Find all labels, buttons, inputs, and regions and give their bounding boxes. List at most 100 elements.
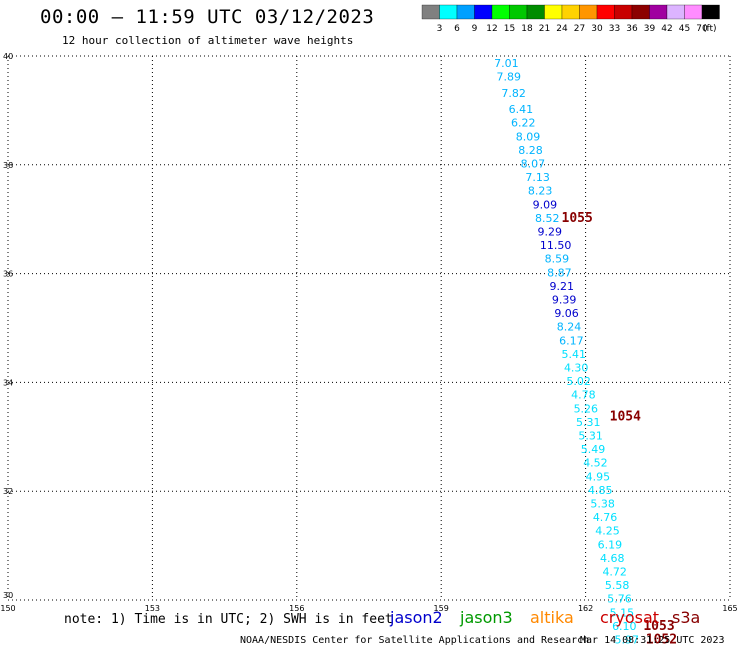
legend-bin-label: 42 — [661, 24, 672, 34]
legend-swatch — [421, 4, 440, 20]
swh-point: 9.29 — [537, 226, 562, 239]
legend-swatch — [684, 4, 703, 20]
time-annotation: 1052 — [646, 633, 677, 648]
legend-bin-label: 15 — [504, 24, 515, 34]
swh-point: 4.76 — [593, 511, 618, 524]
y-tick-label: 34 — [3, 378, 13, 387]
swh-point: 8.52 — [535, 212, 560, 225]
timestamp-text: Mar 14 08:31:25 UTC 2023 — [580, 635, 725, 646]
time-annotation: 1053 — [643, 619, 674, 634]
legend-bin-label: 36 — [626, 24, 638, 34]
axis-ticks: 150 153 156 159 162 165 30 32 34 36 38 40 — [0, 52, 737, 613]
x-tick-label: 162 — [578, 604, 593, 613]
swh-point: 7.01 — [494, 57, 519, 70]
swh-point: 8.24 — [557, 321, 582, 334]
swh-point: 4.25 — [595, 525, 620, 538]
legend-swatch — [614, 4, 633, 20]
y-tick-label: 30 — [3, 591, 13, 600]
legend-swatch — [701, 4, 720, 20]
swh-point: 9.09 — [533, 198, 558, 211]
legend-bin-label: 33 — [609, 24, 620, 34]
legend-bin-label: 18 — [521, 24, 533, 34]
x-tick-label: 156 — [289, 604, 304, 613]
legend-swatch — [544, 4, 563, 20]
legend-bin-label: 30 — [591, 24, 603, 34]
swh-point: 5.02 — [566, 375, 591, 388]
swh-point: 4.95 — [586, 470, 611, 483]
swh-point: 7.82 — [501, 87, 526, 100]
legend-bin-label: 27 — [574, 24, 585, 34]
swh-point: 4.72 — [602, 566, 627, 579]
swh-point: 4.85 — [588, 484, 613, 497]
swh-point: 6.17 — [559, 334, 584, 347]
x-tick-label: 159 — [434, 604, 449, 613]
chart-title: 00:00 – 11:59 UTC 03/12/2023 — [40, 6, 375, 28]
legend-swatch — [561, 4, 580, 20]
swh-point: 6.41 — [509, 103, 534, 116]
swh-point: 9.39 — [552, 294, 577, 307]
legend-bin-label: 24 — [556, 24, 568, 34]
swh-point: 5.49 — [581, 443, 606, 456]
swh-point: 5.31 — [578, 430, 603, 443]
swh-point: 8.23 — [528, 185, 553, 198]
swh-point: 5.41 — [562, 348, 587, 361]
credit-text: NOAA/NESDIS Center for Satellite Applica… — [240, 635, 590, 646]
legend-swatch — [456, 4, 475, 20]
legend-swatch — [631, 4, 650, 20]
legend-bin-label: 12 — [486, 24, 497, 34]
swh-point: 5.26 — [574, 402, 599, 415]
y-tick-label: 38 — [3, 161, 13, 170]
footer-note: note: 1) Time is in UTC; 2) SWH is in fe… — [64, 612, 393, 627]
swh-point: 4.52 — [583, 457, 608, 470]
chart-subtitle: 12 hour collection of altimeter wave hei… — [62, 34, 354, 47]
legend-bin-label: 6 — [454, 24, 460, 34]
swh-point: 8.59 — [545, 253, 570, 266]
legend-swatch — [666, 4, 685, 20]
swh-point: 4.30 — [564, 362, 589, 375]
legend-s3a: s3a — [672, 608, 701, 627]
legend-swatch — [491, 4, 510, 20]
color-legend: 3 6 9 12 15 18 21 24 27 30 33 36 39 42 45 70(ft) — [421, 4, 720, 34]
data-points: 7.017.89 7.82 6.416.228.098.288.077.138.23… — [494, 57, 639, 647]
y-tick-label: 36 — [3, 270, 13, 279]
y-tick-label: 40 — [3, 52, 13, 61]
legend-bin-label: 21 — [539, 24, 550, 34]
swh-point: 5.76 — [607, 593, 632, 606]
legend-swatch — [474, 4, 493, 20]
legend-bin-label: 3 — [437, 24, 443, 34]
swh-point: 6.22 — [511, 117, 536, 130]
swh-point: 6.19 — [598, 538, 623, 551]
legend-swatch — [509, 4, 528, 20]
swh-point: 8.07 — [521, 158, 546, 171]
swh-point: 4.68 — [600, 552, 625, 565]
swh-point: 9.21 — [550, 280, 575, 293]
legend-bin-label: 39 — [644, 24, 656, 34]
swh-point: 5.58 — [605, 579, 630, 592]
legend-unit: (ft) — [703, 24, 717, 34]
swh-point: 5.31 — [576, 416, 601, 429]
legend-bin-label: 45 — [679, 24, 690, 34]
legend-altika: altika — [530, 608, 574, 627]
legend-jason2: jason2 — [390, 608, 443, 627]
legend-swatch — [526, 4, 545, 20]
time-annotation: 1054 — [610, 409, 641, 424]
swh-point: 9.06 — [554, 307, 579, 320]
swh-point: 8.09 — [516, 130, 541, 143]
x-tick-label: 165 — [722, 604, 737, 613]
legend-bin-label: 70 — [696, 24, 708, 34]
time-annotation: 1055 — [562, 211, 593, 226]
legend-swatch — [579, 4, 598, 20]
y-tick-label: 32 — [3, 487, 13, 496]
x-tick-label: 150 — [0, 604, 15, 613]
swh-point: 5.15 — [610, 606, 635, 619]
swh-point: 5.38 — [590, 498, 615, 511]
plot-grid — [7, 55, 731, 601]
swh-point: 8.87 — [547, 266, 572, 279]
swh-point: 4.78 — [571, 389, 596, 402]
legend-cryosat: cryosat — [600, 608, 660, 627]
swh-point: 5.97 — [614, 634, 639, 647]
swh-point: 11.50 — [540, 239, 572, 252]
swh-point: 6.10 — [612, 620, 637, 633]
legend-bin-label: 9 — [472, 24, 478, 34]
